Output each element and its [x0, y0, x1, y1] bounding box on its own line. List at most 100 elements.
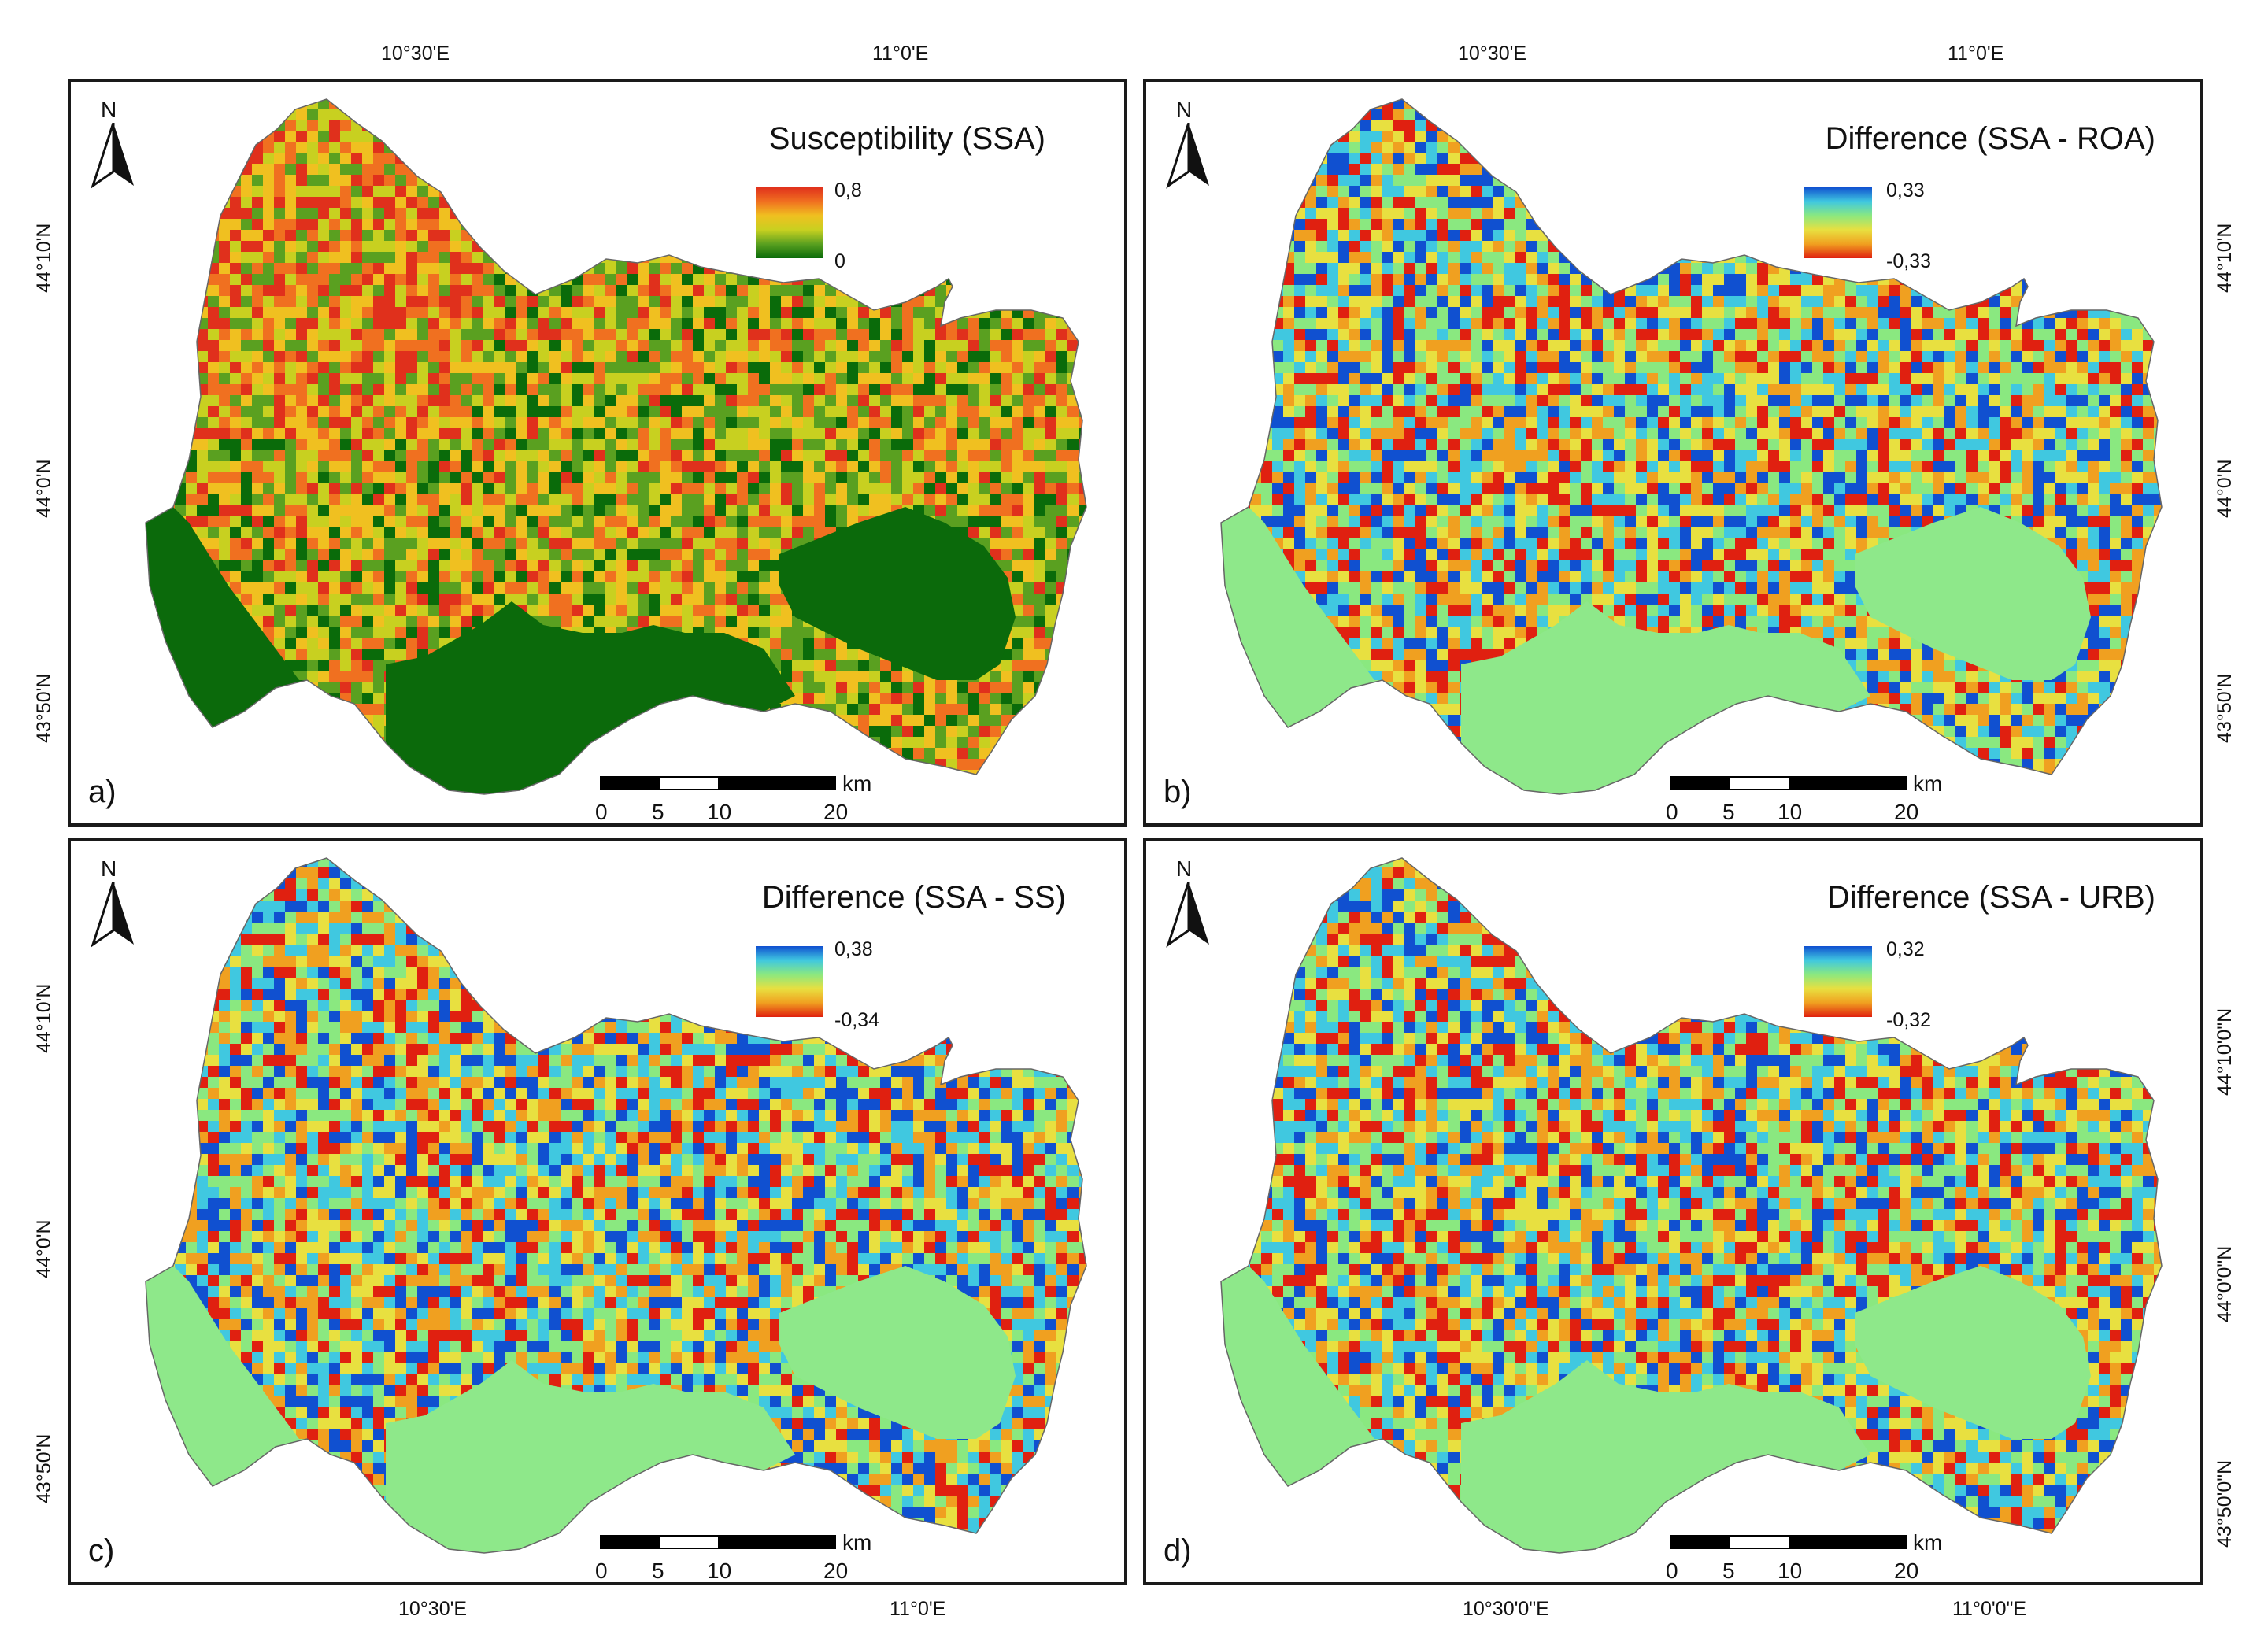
raster-cell: [1079, 362, 1086, 373]
raster-cell: [836, 439, 847, 450]
raster-cell: [527, 219, 538, 230]
raster-cell: [1034, 109, 1045, 120]
raster-cell: [373, 263, 384, 274]
raster-cell: [285, 362, 296, 373]
raster-cell: [505, 406, 516, 417]
raster-cell: [384, 329, 395, 340]
raster-cell: [417, 461, 428, 472]
raster-cell: [527, 208, 538, 219]
raster-cell: [561, 120, 572, 131]
raster-cell: [616, 571, 627, 582]
raster-cell: [472, 164, 483, 175]
raster-cell: [549, 230, 561, 241]
raster-cell: [318, 671, 329, 682]
raster-cell: [219, 241, 230, 252]
raster-cell: [1056, 627, 1067, 638]
raster-cell: [146, 505, 153, 516]
raster-cell: [737, 164, 748, 175]
raster-cell: [605, 571, 616, 582]
raster-cell: [505, 516, 516, 527]
raster-cell: [726, 483, 737, 494]
raster-cell: [869, 472, 880, 483]
raster-cell: [583, 230, 594, 241]
raster-cell: [175, 384, 186, 395]
raster-cell: [483, 285, 494, 296]
raster-cell: [274, 439, 285, 450]
raster-cell: [990, 99, 1001, 109]
raster-cell: [1090, 208, 1101, 219]
raster-cell: [748, 605, 759, 616]
raster-cell: [638, 131, 649, 142]
raster-cell: [175, 164, 186, 175]
raster-cell: [902, 99, 913, 109]
raster-cell: [660, 428, 671, 439]
raster-cell: [770, 395, 781, 406]
raster-cell: [164, 671, 175, 682]
raster-cell: [208, 153, 219, 164]
raster-cell: [472, 241, 483, 252]
raster-cell: [318, 142, 329, 153]
raster-cell: [417, 395, 428, 406]
raster-cell: [395, 362, 406, 373]
raster-cell: [605, 362, 616, 373]
raster-cell: [1012, 472, 1023, 483]
raster-cell: [957, 164, 968, 175]
raster-cell: [671, 538, 682, 549]
raster-cell: [417, 373, 428, 384]
raster-cell: [362, 472, 373, 483]
raster-cell: [957, 682, 968, 693]
raster-cell: [649, 373, 660, 384]
raster-cell: [1056, 285, 1067, 296]
raster-cell: [649, 715, 660, 726]
raster-cell: [715, 373, 726, 384]
raster-cell: [1023, 649, 1034, 660]
raster-cell: [759, 175, 770, 186]
raster-cell: [164, 417, 175, 428]
raster-cell: [847, 241, 858, 252]
raster-cell: [682, 307, 693, 318]
raster-cell: [935, 219, 946, 230]
raster-cell: [197, 131, 208, 142]
raster-cell: [527, 505, 538, 516]
raster-cell: [527, 461, 538, 472]
raster-cell: [395, 638, 406, 649]
raster-cell: [946, 682, 957, 693]
raster-cell: [1001, 197, 1012, 208]
raster-cell: [913, 406, 924, 417]
raster-cell: [781, 527, 792, 538]
raster-cell: [781, 638, 792, 649]
raster-cell: [1056, 527, 1067, 538]
raster-cell: [583, 131, 594, 142]
raster-cell: [318, 274, 329, 285]
raster-cell: [869, 384, 880, 395]
raster-cell: [329, 329, 340, 340]
raster-cell: [572, 505, 583, 516]
raster-cell: [549, 175, 561, 186]
raster-cell: [1079, 671, 1086, 682]
raster-cell: [605, 99, 616, 109]
raster-cell: [979, 682, 990, 693]
raster-cell: [230, 450, 241, 461]
raster-cell: [594, 109, 605, 120]
raster-cell: [274, 186, 285, 197]
raster-cell: [362, 153, 373, 164]
raster-cell: [494, 560, 505, 571]
raster-cell: [913, 197, 924, 208]
raster-cell: [329, 395, 340, 406]
raster-cell: [340, 571, 351, 582]
raster-cell: [1023, 450, 1034, 461]
raster-cell: [902, 329, 913, 340]
raster-cell: [770, 428, 781, 439]
raster-cell: [1023, 307, 1034, 318]
raster-cell: [946, 197, 957, 208]
raster-cell: [847, 395, 858, 406]
raster-cell: [737, 384, 748, 395]
raster-cell: [825, 472, 836, 483]
raster-cell: [406, 285, 417, 296]
raster-cell: [1090, 219, 1101, 230]
raster-cell: [682, 571, 693, 582]
raster-cell: [1023, 538, 1034, 549]
raster-cell: [461, 406, 472, 417]
raster-cell: [660, 715, 671, 726]
raster-cell: [197, 241, 208, 252]
